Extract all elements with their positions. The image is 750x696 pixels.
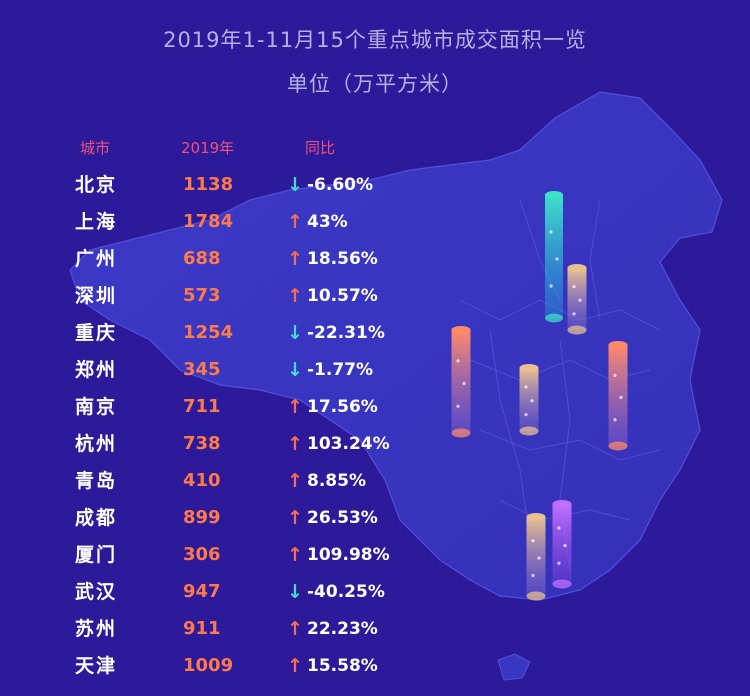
table-row: 南京 711 ↑ 17.56%	[0, 392, 420, 422]
map-column-icon	[519, 364, 539, 436]
value-label: 1009	[183, 655, 234, 676]
map-columns	[451, 191, 628, 601]
arrow-down-icon: ↓	[287, 174, 303, 196]
map-column-icon	[451, 326, 471, 438]
city-label: 广州	[75, 248, 118, 270]
change-label: 43%	[307, 212, 348, 232]
chart-subtitle: 单位（万平方米）	[287, 72, 463, 96]
value-label: 911	[183, 618, 221, 639]
change-label: 15.58%	[307, 656, 378, 676]
change-label: -40.25%	[307, 582, 385, 602]
arrow-down-icon: ↓	[287, 581, 303, 603]
table-row: 上海 1784 ↑ 43%	[0, 207, 420, 237]
change-label: 22.23%	[307, 619, 378, 639]
map-column-icon	[608, 341, 628, 451]
city-label: 青岛	[75, 470, 118, 492]
city-label: 天津	[75, 655, 118, 677]
arrow-up-icon: ↑	[287, 507, 303, 529]
city-label: 上海	[75, 211, 118, 233]
city-label: 北京	[75, 174, 118, 196]
arrow-up-icon: ↑	[287, 655, 303, 677]
table-row: 北京 1138 ↓ -6.60%	[0, 170, 420, 200]
change-label: 103.24%	[307, 434, 390, 454]
city-label: 苏州	[75, 618, 118, 640]
table-row: 杭州 738 ↑ 103.24%	[0, 429, 420, 459]
value-label: 410	[183, 470, 221, 491]
table-row: 厦门 306 ↑ 109.98%	[0, 540, 420, 570]
change-label: -6.60%	[307, 175, 374, 195]
table-row: 郑州 345 ↓ -1.77%	[0, 355, 420, 385]
arrow-up-icon: ↑	[287, 396, 303, 418]
value-label: 1784	[183, 211, 234, 232]
city-label: 重庆	[75, 322, 118, 344]
arrow-up-icon: ↑	[287, 618, 303, 640]
table-row: 深圳 573 ↑ 10.57%	[0, 281, 420, 311]
chart-title: 2019年1-11月15个重点城市成交面积一览	[163, 28, 587, 52]
value-label: 306	[183, 544, 221, 565]
city-label: 南京	[75, 396, 118, 418]
arrow-up-icon: ↑	[287, 433, 303, 455]
value-label: 688	[183, 248, 221, 269]
change-label: -1.77%	[307, 360, 374, 380]
table-row: 武汉 947 ↓ -40.25%	[0, 577, 420, 607]
table-row: 广州 688 ↑ 18.56%	[0, 244, 420, 274]
map-column-icon	[567, 264, 587, 335]
map-column-icon	[526, 513, 546, 601]
city-label: 成都	[75, 507, 118, 529]
arrow-up-icon: ↑	[287, 285, 303, 307]
table-row: 天津 1009 ↑ 15.58%	[0, 651, 420, 681]
map-column-icon	[545, 191, 563, 323]
table-row: 重庆 1254 ↓ -22.31%	[0, 318, 420, 348]
hainan-island	[497, 653, 531, 681]
value-label: 947	[183, 581, 221, 602]
arrow-up-icon: ↑	[287, 211, 303, 233]
header-yoy: 同比	[305, 139, 336, 157]
arrow-up-icon: ↑	[287, 248, 303, 270]
change-label: 8.85%	[307, 471, 366, 491]
value-label: 1254	[183, 322, 234, 343]
value-label: 899	[183, 507, 221, 528]
city-label: 杭州	[75, 433, 118, 455]
arrow-up-icon: ↑	[287, 470, 303, 492]
table-row: 成都 899 ↑ 26.53%	[0, 503, 420, 533]
change-label: 26.53%	[307, 508, 378, 528]
value-label: 711	[183, 396, 221, 417]
header-city: 城市	[80, 139, 111, 157]
change-label: 10.57%	[307, 286, 378, 306]
table-row: 青岛 410 ↑ 8.85%	[0, 466, 420, 496]
city-label: 郑州	[75, 359, 118, 381]
value-label: 1138	[183, 174, 234, 195]
city-label: 深圳	[75, 285, 118, 307]
arrow-up-icon: ↑	[287, 544, 303, 566]
map-column-icon	[552, 500, 572, 589]
value-label: 345	[183, 359, 221, 380]
value-label: 573	[183, 285, 221, 306]
change-label: -22.31%	[307, 323, 385, 343]
city-label: 厦门	[75, 544, 118, 566]
change-label: 109.98%	[307, 545, 390, 565]
change-label: 17.56%	[307, 397, 378, 417]
change-label: 18.56%	[307, 249, 378, 269]
arrow-down-icon: ↓	[287, 322, 303, 344]
value-label: 738	[183, 433, 221, 454]
arrow-down-icon: ↓	[287, 359, 303, 381]
header-year: 2019年	[181, 139, 235, 157]
table-row: 苏州 911 ↑ 22.23%	[0, 614, 420, 644]
city-label: 武汉	[75, 581, 118, 603]
